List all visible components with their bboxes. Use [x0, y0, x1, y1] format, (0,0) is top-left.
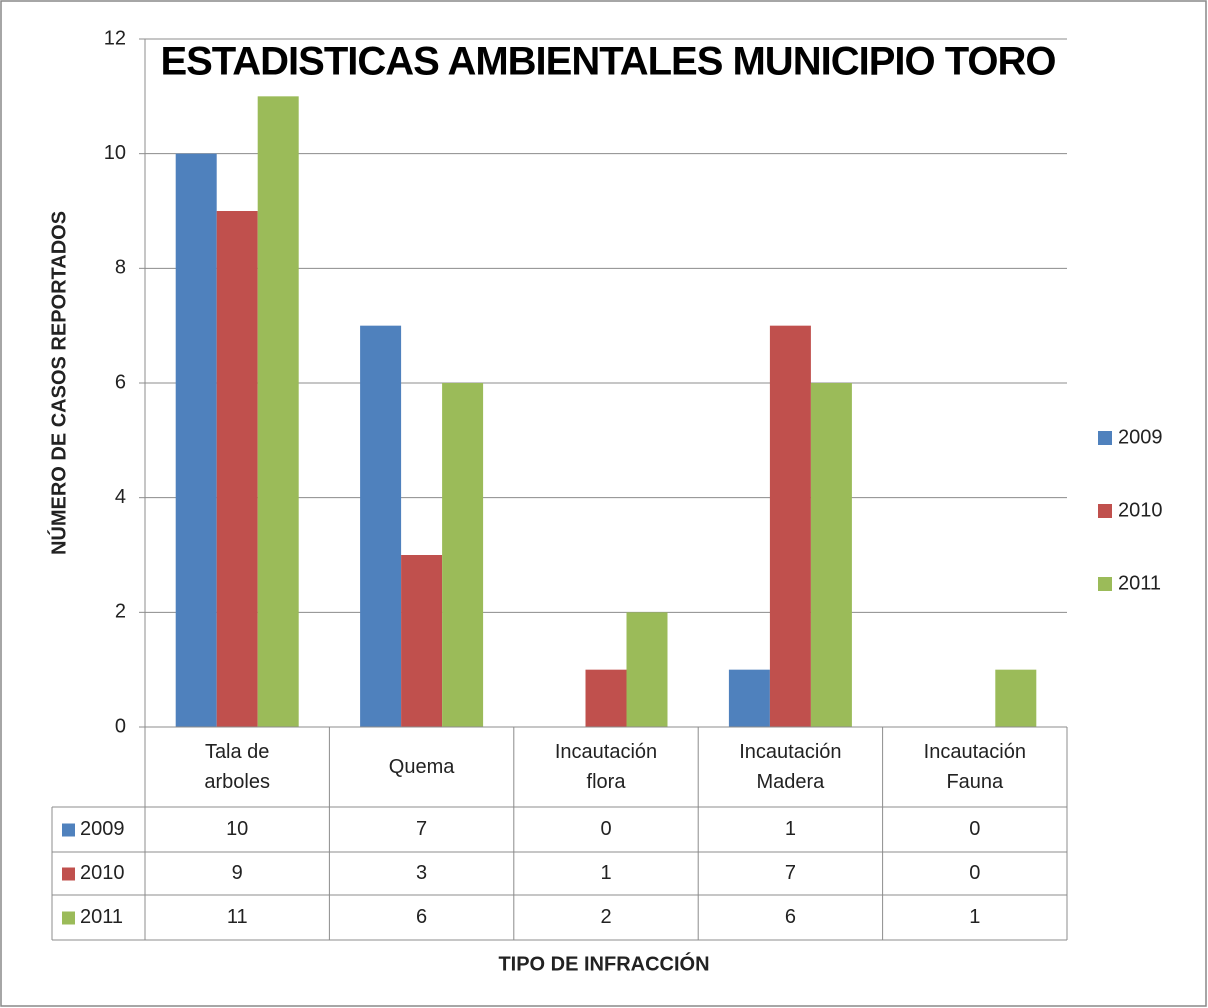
bar: [995, 669, 1037, 727]
y-tick-label: 6: [115, 371, 126, 393]
x-axis-title: TIPO DE INFRACCIÓN: [498, 951, 709, 975]
y-tick-label: 4: [115, 486, 126, 508]
table-value: 11: [227, 906, 248, 928]
table-value: 0: [969, 818, 980, 840]
legend-key: [1098, 504, 1112, 518]
table-value: 1: [600, 862, 611, 884]
bar: [810, 383, 852, 727]
y-tick-label: 10: [104, 142, 126, 164]
table-value: 3: [416, 862, 427, 884]
table-value: 1: [969, 906, 980, 928]
table-value: 6: [416, 906, 427, 928]
table-legend-key: [62, 823, 75, 837]
x-tick-label: Incautación Fauna: [923, 741, 1026, 793]
legend-label: 2011: [1118, 572, 1161, 594]
bar: [769, 325, 811, 727]
legend-key: [1098, 431, 1112, 445]
x-tick-label: Tala de arboles: [204, 741, 270, 793]
x-tick-label: Incautación Madera: [739, 741, 842, 793]
y-axis-title: NÚMERO DE CASOS REPORTADOS: [46, 211, 70, 555]
bar: [585, 669, 627, 727]
bar: [401, 555, 443, 727]
table-row-label: 2011: [80, 906, 123, 928]
table-value: 7: [785, 862, 796, 884]
bar: [216, 211, 258, 727]
table-row-label: 2009: [80, 818, 125, 840]
y-tick-label: 12: [104, 27, 126, 49]
legend-label: 2009: [1118, 426, 1163, 448]
bar: [728, 669, 770, 727]
table-value: 1: [785, 818, 796, 840]
y-tick-label: 8: [115, 257, 126, 279]
table-legend-key: [62, 867, 75, 881]
bar: [257, 96, 299, 728]
table-value: 0: [969, 862, 980, 884]
chart-title: ESTADISTICAS AMBIENTALES MUNICIPIO TORO: [160, 40, 1055, 84]
bar: [626, 612, 668, 727]
legend-key: [1098, 577, 1112, 591]
table-value: 2: [600, 906, 611, 928]
x-tick-label: Quema: [388, 756, 455, 778]
bar: [175, 153, 217, 727]
legend-label: 2010: [1118, 499, 1163, 521]
table-value: 10: [226, 818, 248, 840]
y-tick-label: 0: [115, 715, 126, 737]
table-row-label: 2010: [80, 862, 125, 884]
table-value: 0: [600, 818, 611, 840]
bar: [442, 383, 484, 727]
y-tick-label: 2: [115, 601, 126, 623]
table-value: 9: [232, 862, 243, 884]
x-tick-label: Incautación flora: [554, 741, 658, 793]
table-value: 6: [785, 906, 796, 928]
table-legend-key: [62, 911, 75, 925]
table-value: 7: [416, 818, 427, 840]
bar: [360, 325, 402, 727]
